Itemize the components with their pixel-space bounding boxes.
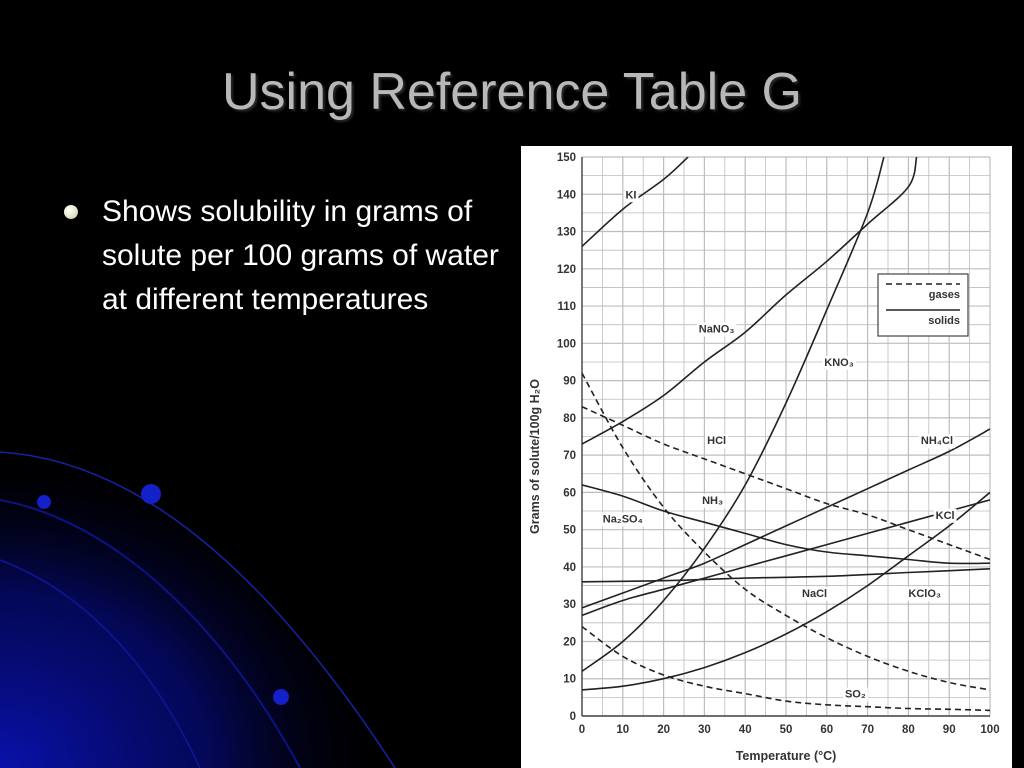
y-tick-label: 100 xyxy=(557,338,576,350)
curve-label: KI xyxy=(625,189,636,201)
curve-label: NH₄Cl xyxy=(921,435,953,447)
y-tick-label: 110 xyxy=(557,301,576,313)
x-tick-label: 50 xyxy=(780,724,793,736)
series-group xyxy=(582,157,990,712)
curve-label-bg xyxy=(822,355,856,370)
series-line-kcl xyxy=(582,499,990,617)
series-line-nano3 xyxy=(582,157,918,445)
series-line-hcl xyxy=(582,405,990,561)
curve-label: NaNO₃ xyxy=(699,323,735,335)
y-tick-label: 140 xyxy=(557,189,576,201)
x-tick-label: 30 xyxy=(698,724,711,736)
legend-label-solids: solids xyxy=(928,315,960,327)
series-line-so2 xyxy=(582,625,990,712)
bullet-dot-icon xyxy=(64,205,78,219)
swoosh-dot xyxy=(37,495,51,509)
curve-label: Na₂SO₄ xyxy=(603,513,643,525)
x-tick-label: 20 xyxy=(657,724,670,736)
curve-label: SO₂ xyxy=(845,689,866,701)
y-tick-label: 130 xyxy=(557,227,576,239)
swoosh-fill xyxy=(0,445,390,768)
x-tick-label: 40 xyxy=(739,724,752,736)
swoosh-dot xyxy=(141,484,161,504)
grid-lines xyxy=(581,156,991,717)
chart-legend: gases solids xyxy=(877,273,969,337)
curve-label: NH₃ xyxy=(702,495,723,507)
curve-label: KNO₃ xyxy=(824,357,854,369)
y-tick-label: 60 xyxy=(563,487,576,499)
swoosh-arc-2 xyxy=(0,499,301,768)
bullet-list: Shows solubility in grams of solute per … xyxy=(60,190,510,322)
curve-label-bg xyxy=(918,434,956,449)
curve-label: HCl xyxy=(707,435,726,447)
swoosh-arc-3 xyxy=(0,559,201,768)
swoosh-arc-1 xyxy=(0,451,396,768)
legend-box xyxy=(877,273,969,337)
curve-label-bg xyxy=(842,687,868,702)
series-line-kclo3 xyxy=(582,491,990,691)
x-axis-label: Temperature (°C) xyxy=(736,749,837,763)
curve-label-bg xyxy=(600,512,645,527)
curve-label: KCl xyxy=(936,510,955,522)
y-tick-label: 120 xyxy=(557,264,576,276)
bullet-item: Shows solubility in grams of solute per … xyxy=(60,190,510,322)
x-tick-label: 60 xyxy=(820,724,833,736)
y-axis-label: Grams of solute/100g H₂O xyxy=(528,379,542,534)
curve-label-bg xyxy=(700,493,726,508)
slide-title: Using Reference Table G xyxy=(221,63,803,121)
chart-canvas: 0 10 20 30 40 50 60 70 80 90 100 0 10 20 30 40 50 60 70 80 9… xyxy=(528,152,1000,763)
curve-label-bg xyxy=(906,587,944,602)
x-tick-label: 10 xyxy=(616,724,629,736)
series-line-nh4cl xyxy=(582,428,990,609)
x-tick-label: 100 xyxy=(980,724,999,736)
swoosh-dot xyxy=(273,689,289,705)
y-tick-label: 0 xyxy=(570,711,576,723)
curve-label: KClO₃ xyxy=(908,588,941,600)
y-tick-label: 30 xyxy=(563,599,576,611)
curve-label-bg xyxy=(705,434,729,449)
y-tick-label: 70 xyxy=(563,450,576,462)
curve-label-bg xyxy=(696,322,737,337)
x-tick-label: 90 xyxy=(943,724,956,736)
y-tick-label: 90 xyxy=(563,376,576,388)
curve-label: NaCl xyxy=(802,588,827,600)
y-tick-label: 10 xyxy=(563,674,576,686)
y-tick-label: 80 xyxy=(563,413,576,425)
curve-label-bg xyxy=(623,188,639,203)
y-tick-label: 150 xyxy=(557,152,576,164)
solubility-chart: 0 10 20 30 40 50 60 70 80 90 100 0 10 20 30 40 50 60 70 80 9… xyxy=(521,146,1012,768)
series-line-na2so4 xyxy=(582,484,990,565)
series-line-nacl xyxy=(582,568,990,583)
x-tick-label: 0 xyxy=(579,724,585,736)
curve-label-bg xyxy=(933,508,957,523)
x-tick-label: 70 xyxy=(861,724,874,736)
series-line-ki xyxy=(582,157,689,247)
bullet-text: Shows solubility in grams of solute per … xyxy=(102,195,499,316)
y-tick-label: 20 xyxy=(563,636,576,648)
curve-label-bg xyxy=(800,587,830,602)
series-line-kno3 xyxy=(582,157,885,672)
y-tick-label: 50 xyxy=(563,525,576,537)
x-tick-label: 80 xyxy=(902,724,915,736)
legend-label-gases: gases xyxy=(929,289,960,301)
y-tick-label: 40 xyxy=(563,562,576,574)
